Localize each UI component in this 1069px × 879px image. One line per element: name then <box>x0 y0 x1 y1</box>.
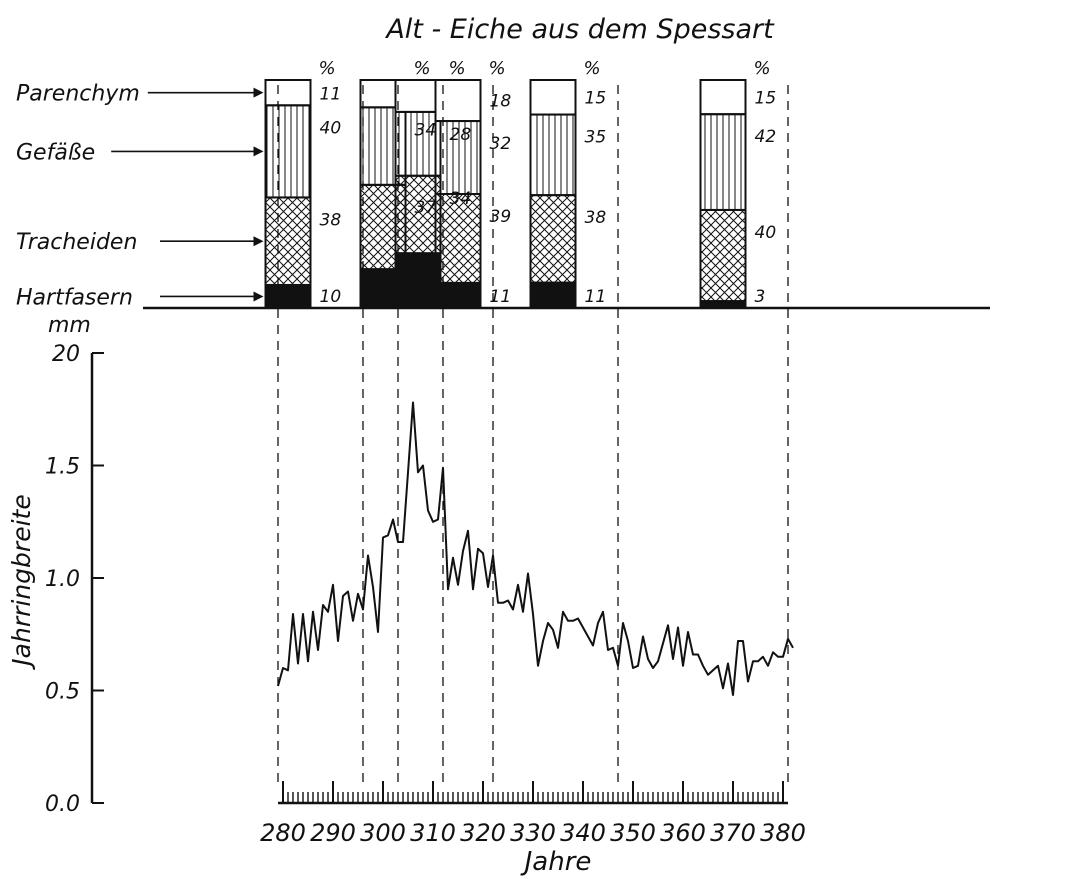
x-tick-label: 350 <box>610 819 656 847</box>
segment-value-label: 11 <box>320 84 342 104</box>
percent-label: % <box>754 58 771 79</box>
segment-value-label: 10 <box>320 287 342 307</box>
x-tick-label: 280 <box>260 819 306 847</box>
percent-label: % <box>584 58 601 79</box>
legend-label: Parenchym <box>16 82 140 107</box>
segment-value-label: 11 <box>585 287 607 307</box>
y-axis-title: Jahrringbreite <box>7 494 36 670</box>
segment-value-label: 15 <box>585 89 607 109</box>
stacked-column: 15 35 38 11% <box>529 58 607 309</box>
x-tick-label: 360 <box>660 819 706 847</box>
segment-hartfasern <box>434 281 482 310</box>
stacked-column: 18 32 39 11% <box>434 58 512 310</box>
y-tick-label: 1.0 <box>45 567 80 592</box>
segment-value-label: 40 <box>755 223 777 243</box>
segment-parenchym <box>434 79 482 123</box>
segment-parenchym <box>264 79 312 107</box>
segment-tracheiden <box>264 196 312 286</box>
segment-value-label: 3 <box>755 287 766 307</box>
segment-tracheiden <box>434 193 482 284</box>
segment-parenchym <box>394 79 442 113</box>
x-tick-label: 330 <box>510 819 556 847</box>
x-tick-label: 320 <box>460 819 506 847</box>
segment-value-label: 32 <box>490 134 512 154</box>
segment-value-label: 42 <box>755 127 777 147</box>
x-tick-label: 370 <box>710 819 756 847</box>
segment-gefaesse <box>434 120 482 195</box>
segment-parenchym <box>529 79 577 116</box>
segment-gefaesse <box>699 113 747 211</box>
segment-hartfasern <box>699 300 747 310</box>
y-tick-label: 0.5 <box>45 680 80 705</box>
y-tick-label: 0.0 <box>45 792 80 817</box>
ring-width-line <box>277 401 794 696</box>
segment-value-label: 35 <box>585 128 607 148</box>
arrowhead <box>253 291 264 302</box>
x-tick-label: 290 <box>310 819 356 847</box>
segment-tracheiden <box>699 208 747 303</box>
y-tick-label: 20 <box>52 342 80 367</box>
chart-title: Alt - Eiche aus dem Spessart <box>384 14 775 45</box>
segment-tracheiden <box>394 174 442 255</box>
segment-parenchym <box>699 79 747 116</box>
legend-label: Tracheiden <box>16 230 137 255</box>
segment-value-label: 18 <box>490 91 512 111</box>
segment-value-label: 11 <box>490 287 512 307</box>
segment-value-label: 38 <box>320 210 342 230</box>
segment-value-label: 15 <box>755 88 777 108</box>
percent-label: % <box>449 58 466 79</box>
segment-gefaesse <box>394 110 442 177</box>
segment-value-label: 38 <box>585 208 607 228</box>
segment-hartfasern <box>394 252 442 309</box>
arrowhead <box>253 87 264 98</box>
x-tick-label: 340 <box>560 819 606 847</box>
arrowhead <box>253 236 264 247</box>
arrowhead <box>253 146 264 157</box>
y-axis-unit: mm <box>48 313 91 338</box>
legend-label: Gefäße <box>16 140 95 165</box>
segment-hartfasern <box>264 283 312 309</box>
y-tick-label: 1.5 <box>45 455 80 480</box>
percent-label: % <box>414 58 431 79</box>
stacked-column: 15 42 40 3% <box>699 58 777 310</box>
percent-label: % <box>489 58 506 79</box>
segment-hartfasern <box>529 281 577 309</box>
segment-value-label: 40 <box>320 118 342 138</box>
percent-label: % <box>319 58 336 79</box>
x-axis-title: Jahre <box>520 847 592 877</box>
x-tick-label: 380 <box>760 819 806 847</box>
stacked-column: 11 40 38 10% <box>264 58 342 309</box>
segment-tracheiden <box>529 194 577 284</box>
x-tick-label: 300 <box>360 819 406 847</box>
legend-label: Hartfasern <box>16 285 133 310</box>
segment-gefaesse <box>529 113 577 197</box>
segment-value-label: 39 <box>490 207 512 227</box>
x-tick-label: 310 <box>410 819 456 847</box>
segment-gefaesse <box>264 104 312 199</box>
